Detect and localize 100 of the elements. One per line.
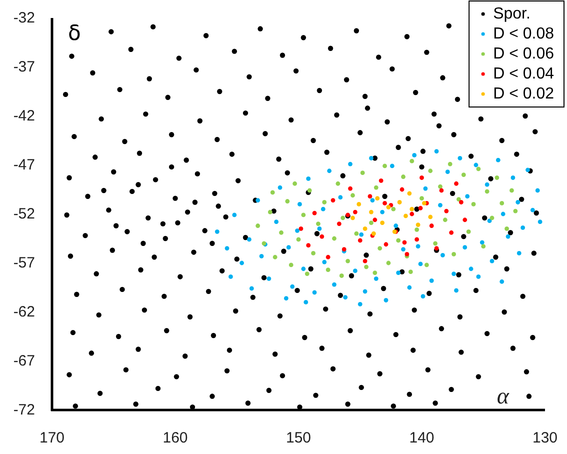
point — [378, 246, 382, 250]
point — [458, 200, 464, 204]
point — [298, 226, 304, 231]
legend-label: D < 0.04 — [493, 66, 554, 82]
point — [438, 184, 442, 189]
point — [358, 238, 362, 243]
point — [382, 201, 387, 206]
legend-label: D < 0.08 — [493, 26, 554, 42]
point — [369, 220, 374, 226]
legend-label: D < 0.06 — [493, 46, 554, 62]
point — [416, 222, 420, 227]
point — [500, 201, 504, 206]
point — [346, 258, 350, 264]
point — [442, 218, 448, 222]
point — [481, 244, 486, 249]
point — [404, 214, 408, 218]
point — [352, 210, 358, 214]
point — [307, 188, 312, 193]
point — [256, 224, 260, 228]
y-tick-label: -52 — [13, 206, 35, 222]
point — [420, 196, 424, 201]
point — [456, 197, 461, 202]
x-tick-label: 160 — [162, 430, 188, 446]
point — [407, 191, 412, 196]
point — [418, 206, 423, 210]
point — [420, 176, 424, 180]
y-axis-title: δ — [68, 21, 81, 45]
legend-label: Spor. — [493, 6, 530, 22]
point — [410, 158, 414, 164]
point — [454, 181, 458, 186]
point — [402, 240, 407, 245]
point — [484, 189, 490, 194]
y-tick-label: -42 — [13, 108, 35, 124]
point — [360, 170, 365, 176]
point — [428, 214, 433, 220]
point — [513, 208, 518, 214]
point — [350, 193, 355, 198]
point — [414, 237, 420, 242]
point — [449, 230, 454, 235]
point — [372, 270, 378, 275]
point — [378, 178, 384, 183]
point — [336, 222, 342, 226]
point — [462, 218, 468, 222]
point — [471, 202, 476, 206]
point — [374, 185, 378, 190]
point — [301, 212, 306, 218]
point — [396, 238, 401, 243]
y-tick-label: -67 — [13, 352, 35, 370]
point — [330, 198, 336, 202]
x-tick-label: 170 — [39, 430, 65, 446]
x-tick-label: 130 — [532, 430, 558, 446]
point — [490, 216, 494, 220]
point — [348, 186, 352, 191]
point — [279, 230, 284, 235]
point — [434, 246, 439, 250]
point — [476, 166, 481, 172]
point — [268, 210, 272, 214]
point — [288, 262, 294, 268]
point — [362, 226, 368, 231]
point — [433, 241, 438, 246]
point — [272, 254, 278, 260]
x-axis-title: α — [496, 384, 510, 408]
point — [444, 208, 449, 214]
point — [391, 206, 396, 212]
y-tick-label: -62 — [13, 304, 35, 320]
point — [326, 254, 330, 260]
point — [428, 168, 433, 174]
legend-label: D < 0.02 — [493, 86, 554, 102]
point — [304, 272, 310, 276]
point — [410, 206, 414, 212]
point — [306, 243, 311, 248]
point — [410, 212, 414, 216]
y-tick-label: -37 — [13, 58, 35, 76]
point — [312, 210, 317, 216]
point — [316, 222, 320, 226]
point — [320, 234, 324, 239]
point — [332, 236, 336, 241]
point — [452, 252, 456, 256]
point — [296, 237, 301, 242]
point — [386, 260, 391, 266]
point — [380, 220, 385, 226]
point — [369, 210, 374, 214]
x-tick-label: 150 — [286, 430, 312, 446]
point — [386, 204, 391, 210]
point — [270, 190, 275, 195]
point — [408, 270, 413, 274]
point — [292, 181, 297, 186]
point — [375, 196, 380, 201]
point — [285, 199, 290, 204]
point — [354, 231, 359, 236]
point — [322, 200, 327, 204]
point — [401, 174, 406, 179]
point — [504, 226, 509, 231]
point — [461, 172, 466, 177]
point — [397, 200, 402, 204]
point — [382, 164, 387, 168]
point — [362, 258, 368, 264]
point — [372, 218, 378, 222]
y-tick-label: -47 — [13, 156, 35, 174]
point — [339, 274, 344, 278]
